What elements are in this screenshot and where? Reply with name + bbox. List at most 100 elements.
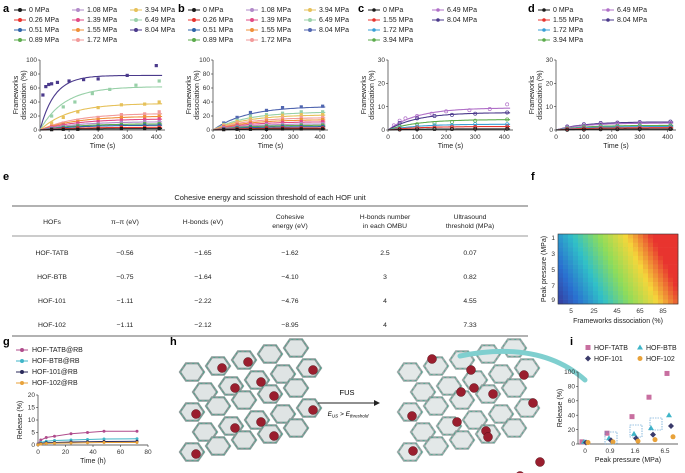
framework-ring: [204, 396, 232, 416]
data-point: [96, 127, 100, 131]
legend-marker: [76, 28, 80, 32]
x-tick-label: 0: [38, 134, 42, 141]
heatmap-cell: [573, 290, 579, 296]
heatmap-cell: [618, 299, 624, 305]
data-point: [397, 127, 402, 132]
heatmap-cell: [578, 234, 584, 239]
legend-marker: [436, 8, 440, 12]
heatmap-cell: [608, 251, 614, 257]
heatmap-cell: [603, 251, 609, 257]
data-point: [321, 117, 325, 122]
heatmap-cell: [633, 282, 639, 287]
heatmap-cell: [593, 282, 599, 287]
table-cell: HOF-101: [38, 298, 66, 305]
data-point: [264, 127, 269, 131]
legend-marker: [76, 8, 80, 12]
heatmap-cell: [583, 299, 589, 305]
heatmap-cell: [598, 242, 604, 248]
heatmap-cell: [613, 295, 619, 300]
heatmap-cell: [558, 264, 564, 270]
hbond-link: [296, 398, 322, 418]
hbond-link: [257, 424, 283, 444]
heatmap-cell: [648, 247, 654, 252]
heatmap-cell: [638, 273, 644, 279]
y-tick-label: 3: [551, 251, 555, 258]
heatmap-cell: [598, 247, 604, 252]
legend-marker: [20, 348, 24, 352]
data-point: [299, 127, 303, 131]
table-cell: −1.11: [117, 298, 134, 305]
legend-entry: 6.49 MPa: [145, 17, 175, 24]
heatmap-cell: [653, 299, 659, 305]
x-axis-label: Time (s): [90, 143, 115, 150]
table-cell: −2.12: [194, 322, 211, 329]
data-point: [668, 423, 674, 429]
legend-marker: [192, 28, 196, 32]
heatmap-cell: [653, 247, 659, 252]
data-point: [473, 126, 478, 131]
heatmap-cell: [663, 264, 669, 270]
fit-line: [387, 119, 511, 131]
data-point: [629, 414, 635, 420]
heatmap-cell: [663, 247, 669, 252]
heatmap-cell: [643, 273, 649, 279]
data-point: [248, 110, 253, 115]
fit-line: [39, 126, 163, 131]
heatmap-cell: [588, 273, 594, 279]
heatmap-cell: [658, 260, 664, 265]
legend-entry: 0.51 MPa: [29, 27, 59, 34]
data-point: [450, 112, 454, 117]
legend-marker: [250, 28, 254, 32]
guest-molecule: [191, 449, 201, 459]
data-point: [143, 117, 147, 122]
heatmap-cell: [653, 264, 659, 270]
table-cell: −4.10: [281, 274, 298, 281]
heatmap-cell: [568, 273, 574, 279]
hbond-link: [475, 424, 501, 444]
guest-molecule: [269, 431, 279, 441]
heatmap-cell: [558, 273, 564, 279]
framework-ring: [230, 430, 258, 450]
heatmap-cell: [663, 282, 669, 287]
heatmap-cell: [658, 238, 664, 244]
y-tick-label: 1: [551, 235, 555, 242]
heatmap-cell: [593, 238, 599, 244]
legend-marker: [18, 28, 22, 32]
heatmap-cell: [658, 234, 664, 239]
legend-marker: [134, 28, 138, 32]
guest-molecule: [452, 417, 462, 427]
legend-entry: 3.94 MPa: [319, 7, 349, 14]
heatmap-cell: [608, 286, 614, 292]
chart-d: 0 MPa 1.55 MPa 1.72 MPa 3.94 MPa 6.49 MPa 8.0…: [529, 7, 676, 150]
heatmap-cell: [633, 273, 639, 279]
heatmap-cell: [648, 242, 654, 248]
heatmap-cell: [568, 255, 574, 261]
data-point: [108, 87, 112, 91]
y-tick-label: 10: [378, 104, 386, 111]
heatmap-cell: [568, 299, 574, 305]
heatmap-cell: [623, 238, 629, 244]
heatmap-cell: [643, 286, 649, 292]
heatmap-cell: [593, 255, 599, 261]
heatmap-cell: [668, 277, 674, 283]
legend-marker: [18, 38, 22, 42]
y-axis-label: Frameworksdissociation (%): [361, 70, 376, 119]
heatmap-cell: [573, 269, 579, 274]
heatmap-cell: [593, 234, 599, 239]
table-cell: −0.56: [116, 250, 133, 257]
heatmap-cell: [568, 282, 574, 287]
heatmap-cell: [643, 282, 649, 287]
heatmap-cell: [658, 282, 664, 287]
legend-entry: 6.49 MPa: [617, 7, 647, 14]
data-point: [235, 115, 239, 119]
legend-marker: [372, 28, 376, 32]
x-tick-label: 60: [117, 449, 125, 456]
heatmap-frame: [557, 233, 679, 305]
heatmap-cell: [603, 295, 609, 300]
data-point: [143, 127, 147, 131]
data-point: [69, 432, 73, 436]
heatmap-cell: [663, 290, 669, 296]
heatmap-cell: [648, 251, 654, 257]
heatmap-cell: [648, 238, 654, 244]
heatmap-cell: [598, 264, 604, 270]
